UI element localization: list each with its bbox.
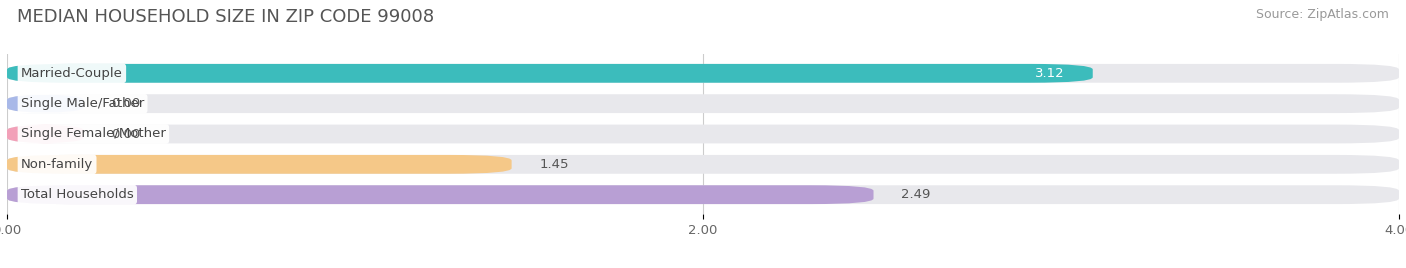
FancyBboxPatch shape [7, 64, 1092, 83]
Text: 1.45: 1.45 [540, 158, 569, 171]
FancyBboxPatch shape [7, 64, 1399, 83]
FancyBboxPatch shape [7, 94, 83, 113]
Text: Single Female/Mother: Single Female/Mother [21, 128, 166, 140]
FancyBboxPatch shape [7, 94, 1399, 113]
FancyBboxPatch shape [7, 155, 512, 174]
Text: Total Households: Total Households [21, 188, 134, 201]
Text: 0.00: 0.00 [111, 128, 141, 140]
FancyBboxPatch shape [7, 125, 1399, 143]
FancyBboxPatch shape [7, 155, 1399, 174]
Text: Non-family: Non-family [21, 158, 93, 171]
Text: 3.12: 3.12 [1035, 67, 1064, 80]
Text: MEDIAN HOUSEHOLD SIZE IN ZIP CODE 99008: MEDIAN HOUSEHOLD SIZE IN ZIP CODE 99008 [17, 8, 434, 26]
FancyBboxPatch shape [7, 125, 83, 143]
FancyBboxPatch shape [7, 185, 1399, 204]
Text: Married-Couple: Married-Couple [21, 67, 122, 80]
Text: 0.00: 0.00 [111, 97, 141, 110]
Text: Single Male/Father: Single Male/Father [21, 97, 145, 110]
Text: Source: ZipAtlas.com: Source: ZipAtlas.com [1256, 8, 1389, 21]
FancyBboxPatch shape [7, 185, 873, 204]
Text: 2.49: 2.49 [901, 188, 931, 201]
